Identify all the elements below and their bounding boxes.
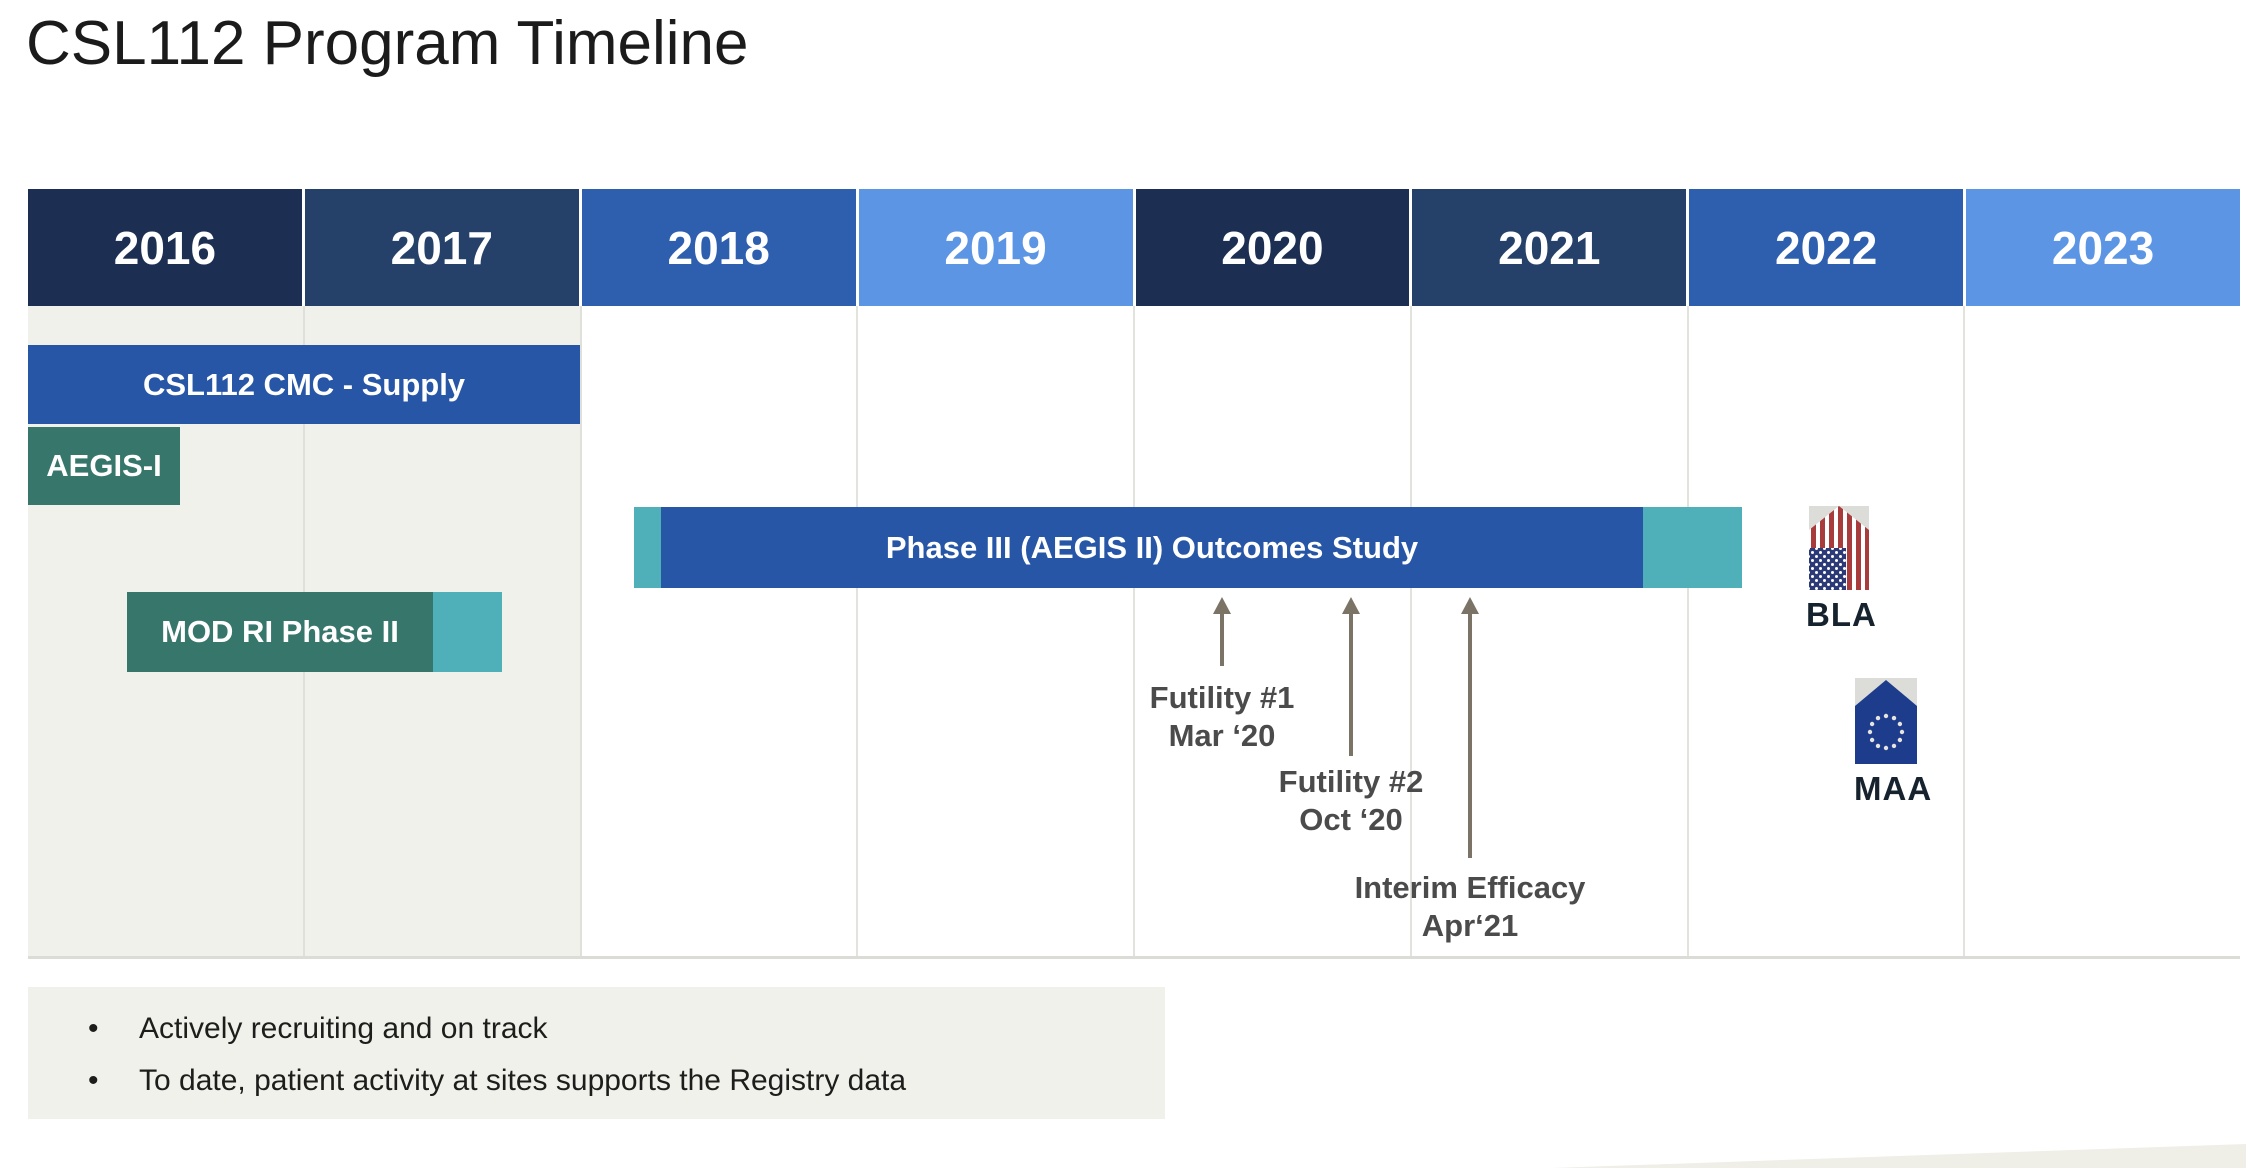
bar-phase3-start-cap [634, 507, 661, 588]
notes-panel: • Actively recruiting and on track • To … [28, 987, 1165, 1119]
milestone-bla: BLA [1806, 506, 1877, 634]
year-header-2018: 2018 [581, 189, 856, 306]
bottom-swoosh-decoration [1552, 1144, 2246, 1168]
milestone-maa-label: MAA [1854, 770, 1933, 807]
timeline-column-2019 [858, 306, 1135, 956]
milestone-maa: MAA [1854, 678, 1933, 808]
us-flag-icon [1809, 506, 1869, 590]
timeline-column-2020 [1135, 306, 1412, 956]
timeline-column-2023 [1965, 306, 2240, 956]
bar-cmc-supply-label: CSL112 CMC - Supply [142, 366, 466, 402]
event-interim-efficacy-date: Apr‘21 [1421, 907, 1519, 943]
futility-2-arrow-icon [1342, 597, 1360, 756]
bar-aegis-1: AEGIS-I [28, 427, 180, 505]
bar-phase3-main: Phase III (AEGIS II) Outcomes Study [661, 507, 1643, 588]
milestone-bla-label: BLA [1806, 596, 1877, 633]
event-interim-efficacy-title: Interim Efficacy [1354, 870, 1586, 905]
year-header-2022: 2022 [1689, 189, 1964, 306]
note-item: • To date, patient activity at sites sup… [28, 1064, 1165, 1116]
bar-cmc-supply: CSL112 CMC - Supply [28, 345, 580, 424]
event-futility-2: Futility #2 Oct ‘20 [1181, 763, 1521, 839]
note-item-text: To date, patient activity at sites suppo… [139, 1064, 907, 1097]
interim-efficacy-arrow-icon [1461, 597, 1479, 858]
year-header-2017: 2017 [304, 189, 579, 306]
bar-phase3-outcomes-study: Phase III (AEGIS II) Outcomes Study [634, 507, 1742, 588]
year-header-row: 2016 2017 2018 2019 2020 2021 2022 2023 [28, 189, 2240, 306]
bar-phase3-end-cap [1643, 507, 1742, 588]
bar-aegis-1-label: AEGIS-I [46, 448, 162, 483]
year-header-2020: 2020 [1135, 189, 1410, 306]
note-item: • Actively recruiting and on track [28, 1012, 1165, 1064]
event-futility-1-date: Mar ‘20 [1168, 717, 1276, 753]
timeline-column-2021 [1411, 306, 1689, 956]
bar-mod-ri-phase2: MOD RI Phase II [127, 592, 502, 672]
bullet-icon: • [88, 1064, 99, 1097]
timeline-column-2018 [581, 306, 859, 956]
event-futility-2-title: Futility #2 [1278, 764, 1424, 799]
note-item-text: Actively recruiting and on track [139, 1012, 548, 1045]
bar-mod-ri-end-cap [433, 592, 502, 672]
bullet-icon: • [88, 1012, 99, 1045]
year-header-2023: 2023 [1966, 189, 2240, 306]
event-futility-2-date: Oct ‘20 [1299, 801, 1403, 837]
timeline-column-2022 [1688, 306, 1966, 956]
bar-mod-ri-label: MOD RI Phase II [161, 614, 399, 649]
event-interim-efficacy: Interim Efficacy Apr‘21 [1240, 869, 1700, 945]
eu-flag-icon [1855, 678, 1917, 764]
futility-1-arrow-icon [1213, 597, 1231, 666]
bar-phase3-label: Phase III (AEGIS II) Outcomes Study [885, 529, 1419, 565]
page-title: CSL112 Program Timeline [26, 9, 749, 78]
year-header-2016: 2016 [28, 189, 302, 306]
year-header-2019: 2019 [858, 189, 1133, 306]
event-futility-1-title: Futility #1 [1149, 680, 1295, 715]
event-futility-1: Futility #1 Mar ‘20 [1052, 679, 1392, 755]
year-header-2021: 2021 [1412, 189, 1687, 306]
bar-mod-ri-main: MOD RI Phase II [127, 592, 433, 672]
